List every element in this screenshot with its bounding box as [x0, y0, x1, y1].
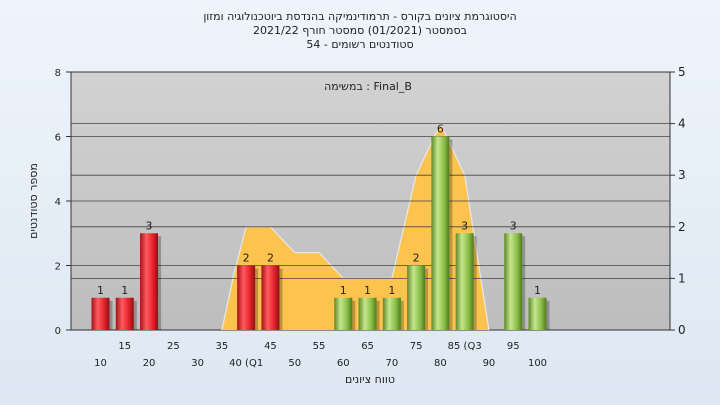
bar-45: [261, 265, 280, 330]
x-tick-label-top: 35: [216, 341, 229, 352]
x-tick-label-top: 15: [118, 341, 131, 352]
bar-shadow-10: [109, 300, 113, 330]
x-tick-label-bottom: 50: [288, 358, 301, 369]
bar-80: [431, 136, 450, 330]
bar-65: [358, 297, 377, 330]
x-tick-label-bottom: 100: [528, 358, 547, 369]
bar-label-75: 2: [413, 252, 420, 265]
x-tick-label-top: 65: [361, 341, 374, 352]
bar-label-70: 1: [388, 284, 395, 297]
bar-label-60: 1: [340, 284, 347, 297]
x-tick-label-bottom: 70: [385, 358, 398, 369]
bar-label-100: 1: [534, 284, 541, 297]
bar-60: [334, 297, 353, 330]
bar-label-65: 1: [364, 284, 371, 297]
x-axis-title: טווח ציונים: [345, 373, 395, 386]
bar-label-40: 2: [243, 252, 250, 265]
y-tick-label: 8: [55, 68, 61, 79]
bar-label-20: 3: [146, 219, 153, 232]
y-tick-label: 4: [55, 197, 61, 208]
bar-shadow-75: [425, 268, 429, 330]
bar-shadow-80: [449, 139, 453, 330]
bar-shadow-20: [158, 236, 162, 330]
bar-85: [455, 233, 474, 330]
y2-tick-label: 5: [678, 65, 686, 79]
bar-95: [504, 233, 523, 330]
title-line-3: סטודנטים רשומים - 54: [306, 38, 413, 51]
x-tick-label-bottom: 90: [483, 358, 496, 369]
x-tick-label-top: 45: [264, 341, 277, 352]
bars-layer: [91, 136, 550, 330]
bar-shadow-15: [133, 300, 137, 330]
y-tick-label: 2: [55, 262, 61, 273]
y-tick-label: 6: [55, 133, 61, 144]
bar-shadow-45: [279, 268, 283, 330]
x-tick-label-bottom: 10: [94, 358, 107, 369]
bar-label-15: 1: [121, 284, 128, 297]
bar-20: [140, 233, 159, 330]
bar-shadow-100: [546, 300, 550, 330]
x-tick-label-top: 55: [313, 341, 326, 352]
y-axis-title: מספר סטודנטים: [27, 163, 40, 239]
x-tick-label-bottom: 20: [143, 358, 156, 369]
x-tick-label-top: 85 (Q3: [448, 341, 482, 352]
bar-labels-layer: 1 1 3 2 2 1 1 1 2 6 3 3 1: [97, 123, 541, 297]
bar-100: [528, 297, 547, 330]
bar-shadow-95: [522, 236, 526, 330]
x-tick-label-top: 75: [410, 341, 423, 352]
title-line-2: בסמסטר (01/2021) סמסטר חורף 2021/22: [253, 24, 467, 37]
bar-75: [407, 265, 426, 330]
bar-label-10: 1: [97, 284, 104, 297]
annotation-text: במשימה : Final_B: [324, 80, 412, 93]
bar-shadow-65: [376, 300, 380, 330]
y2-tick-label: 1: [678, 271, 686, 285]
title-line-1: היסטוגרמת ציונים בקורס - תרמודינמיקה בהנ…: [203, 10, 516, 23]
bar-label-45: 2: [267, 252, 274, 265]
bar-shadow-85: [473, 236, 477, 330]
bar-label-85: 3: [461, 219, 468, 232]
y2-tick-label: 0: [678, 323, 686, 337]
y2-tick-label: 4: [678, 117, 686, 131]
bar-label-95: 3: [510, 219, 517, 232]
y2-tick-label: 2: [678, 220, 686, 234]
x-tick-label-bottom: 30: [191, 358, 204, 369]
bar-shadow-70: [400, 300, 404, 330]
bar-70: [382, 297, 401, 330]
bar-shadow-60: [352, 300, 356, 330]
bar-40: [237, 265, 256, 330]
x-tick-label-bottom: 60: [337, 358, 350, 369]
x-tick-label-bottom: 80: [434, 358, 447, 369]
grid-layer: [71, 123, 670, 279]
x-tick-label-bottom: 40 (Q1: [229, 358, 263, 369]
y2-tick-label: 3: [678, 168, 686, 182]
bar-shadow-40: [255, 268, 259, 330]
y-tick-label: 0: [55, 326, 61, 337]
x-tick-label-top: 95: [507, 341, 520, 352]
bar-15: [115, 297, 134, 330]
bar-label-80: 6: [437, 123, 444, 136]
x-tick-label-top: 25: [167, 341, 180, 352]
bar-10: [91, 297, 110, 330]
